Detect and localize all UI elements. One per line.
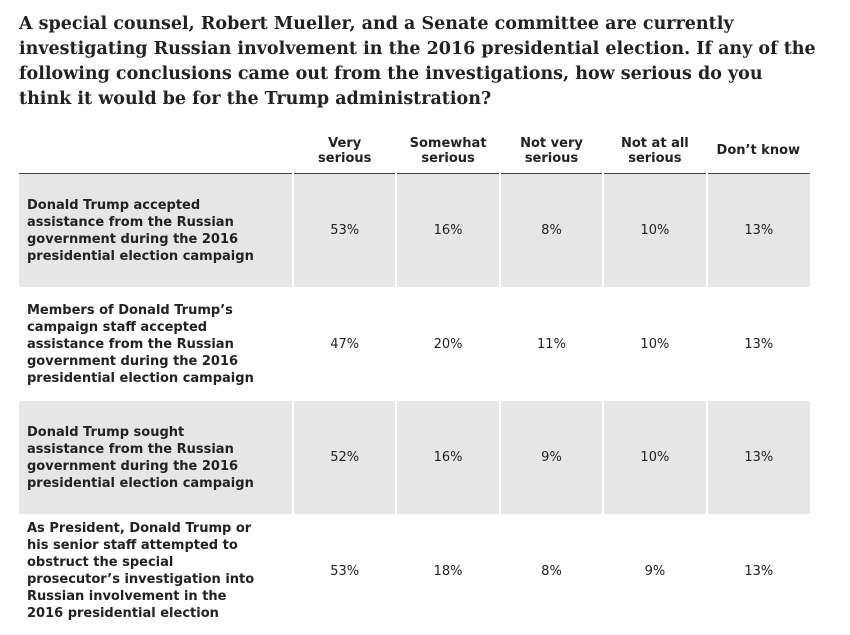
row-label: Donald Trump sought assistance from the … <box>19 401 295 514</box>
row-label: As President, Donald Trump or his senior… <box>19 514 295 628</box>
table-row: Members of Donald Trump’s campaign staff… <box>19 287 810 401</box>
data-label: 52% <box>293 401 398 514</box>
data-label: 11% <box>499 287 605 401</box>
data-label: 53% <box>293 514 398 628</box>
data-label: 8% <box>499 514 605 628</box>
header-not-at-all-serious: Not at all serious <box>603 128 707 174</box>
data-label: 9% <box>603 514 708 628</box>
data-label: 20% <box>396 287 501 401</box>
data-label: 47% <box>293 287 398 401</box>
data-label: 10% <box>603 287 708 401</box>
table-row: Donald Trump sought assistance from the … <box>19 401 810 514</box>
row-label: Members of Donald Trump’s campaign staff… <box>19 287 295 401</box>
data-label: 10% <box>603 173 708 287</box>
table-row: Donald Trump accepted assistance from th… <box>19 173 810 287</box>
data-label: 13% <box>744 563 774 579</box>
chart-title: A special counsel, Robert Mueller, and a… <box>19 14 816 109</box>
header-not-very-serious: Not very serious <box>499 128 604 174</box>
row-label: Donald Trump accepted assistance from th… <box>19 173 295 287</box>
header-row: Very serious Somewhat serious Not very seri… <box>19 128 810 174</box>
data-label: 53% <box>293 173 398 287</box>
results-table: Very serious Somewhat serious Not very seri… <box>19 128 810 628</box>
data-label: 16% <box>396 173 501 287</box>
data-label: 18% <box>396 514 501 628</box>
header-somewhat-serious: Somewhat serious <box>396 128 500 174</box>
header-very-serious: Very serious <box>293 128 397 174</box>
data-label: 10% <box>603 401 708 514</box>
data-label: 13% <box>744 336 774 352</box>
data-label: 13% <box>706 173 810 287</box>
table-row: As President, Donald Trump or his senior… <box>19 514 810 628</box>
data-label: 8% <box>499 173 605 287</box>
data-label: 16% <box>396 401 501 514</box>
data-label: 9% <box>499 401 605 514</box>
data-label: 13% <box>706 401 810 514</box>
header-dont-know: Don’t know <box>706 128 810 174</box>
header-label-column <box>19 128 294 174</box>
